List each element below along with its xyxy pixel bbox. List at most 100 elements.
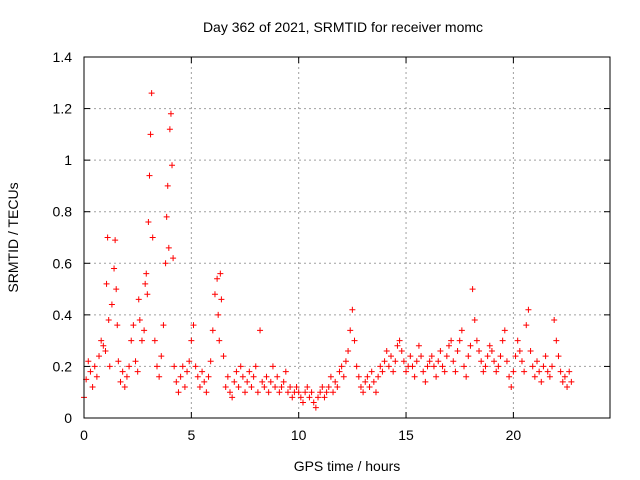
data-point	[237, 363, 244, 370]
data-point	[454, 347, 461, 354]
data-point	[248, 384, 255, 391]
data-point	[357, 384, 364, 391]
data-point	[274, 373, 281, 380]
data-point	[310, 399, 317, 406]
y-tick-label: 1.4	[53, 49, 73, 65]
data-point	[153, 363, 160, 370]
axis-ticks: 0 5 10 15 20 0 0.2 0.4 0.6 0.8 1 1.2 1.4	[53, 49, 610, 443]
data-point	[334, 384, 341, 391]
data-point	[306, 394, 313, 401]
data-point	[353, 363, 360, 370]
data-point	[170, 255, 177, 262]
data-point	[332, 378, 339, 385]
data-point	[111, 265, 118, 272]
data-point	[319, 384, 326, 391]
data-point	[163, 213, 170, 220]
data-point	[529, 363, 536, 370]
data-point	[146, 172, 153, 179]
data-point	[93, 373, 100, 380]
data-point	[531, 373, 538, 380]
data-point	[276, 389, 283, 396]
data-point	[177, 373, 184, 380]
data-point	[375, 373, 382, 380]
data-point	[566, 368, 573, 375]
y-tick-label: 0.8	[53, 204, 73, 220]
data-points	[81, 90, 575, 411]
data-point	[424, 363, 431, 370]
data-point	[196, 384, 203, 391]
data-point	[456, 337, 463, 344]
data-point	[293, 384, 300, 391]
data-point	[224, 373, 231, 380]
data-point	[126, 363, 133, 370]
data-point	[553, 337, 560, 344]
data-point	[218, 296, 225, 303]
data-point	[362, 378, 369, 385]
data-point	[265, 389, 272, 396]
data-point	[413, 358, 420, 365]
data-point	[360, 389, 367, 396]
data-point	[166, 126, 173, 133]
data-point	[521, 368, 528, 375]
data-point	[437, 347, 444, 354]
data-point	[549, 363, 556, 370]
data-point	[304, 384, 311, 391]
data-point	[518, 358, 525, 365]
data-point	[372, 389, 379, 396]
data-point	[390, 368, 397, 375]
data-point	[435, 358, 442, 365]
data-point	[194, 373, 201, 380]
data-point	[295, 389, 302, 396]
data-point	[231, 378, 238, 385]
x-tick-label: 20	[506, 427, 522, 443]
data-point	[242, 389, 249, 396]
data-point	[366, 384, 373, 391]
data-point	[169, 162, 176, 169]
data-point	[91, 363, 98, 370]
x-tick-label: 10	[291, 427, 307, 443]
data-point	[203, 389, 210, 396]
data-point	[415, 342, 422, 349]
data-point	[148, 90, 155, 97]
data-point	[493, 368, 500, 375]
data-point	[171, 363, 178, 370]
data-point	[181, 384, 188, 391]
data-point	[508, 384, 515, 391]
data-point	[215, 311, 222, 318]
data-point	[220, 353, 227, 360]
data-point	[430, 363, 437, 370]
data-point	[478, 358, 485, 365]
data-point	[525, 306, 532, 313]
data-point	[480, 368, 487, 375]
data-point	[151, 337, 158, 344]
data-point	[516, 347, 523, 354]
data-point	[499, 337, 506, 344]
data-point	[349, 306, 356, 313]
data-point	[452, 368, 459, 375]
data-point	[426, 358, 433, 365]
chart-title: Day 362 of 2021, SRMTID for receiver mom…	[203, 19, 483, 35]
data-point	[280, 378, 287, 385]
data-point	[287, 384, 294, 391]
data-point	[308, 389, 315, 396]
data-point	[501, 327, 508, 334]
data-point	[488, 347, 495, 354]
data-point	[536, 368, 543, 375]
data-point	[568, 378, 575, 385]
data-point	[418, 353, 425, 360]
data-point	[463, 373, 470, 380]
data-point	[113, 286, 120, 293]
data-point	[158, 353, 165, 360]
data-point	[368, 368, 375, 375]
data-point	[134, 368, 141, 375]
y-tick-label: 0.2	[53, 358, 73, 374]
plot-border	[83, 56, 611, 419]
data-point	[205, 373, 212, 380]
data-point	[108, 301, 115, 308]
data-point	[561, 373, 568, 380]
data-point	[89, 384, 96, 391]
data-point	[388, 353, 395, 360]
data-point	[222, 384, 229, 391]
data-point	[282, 368, 289, 375]
data-point	[278, 384, 285, 391]
